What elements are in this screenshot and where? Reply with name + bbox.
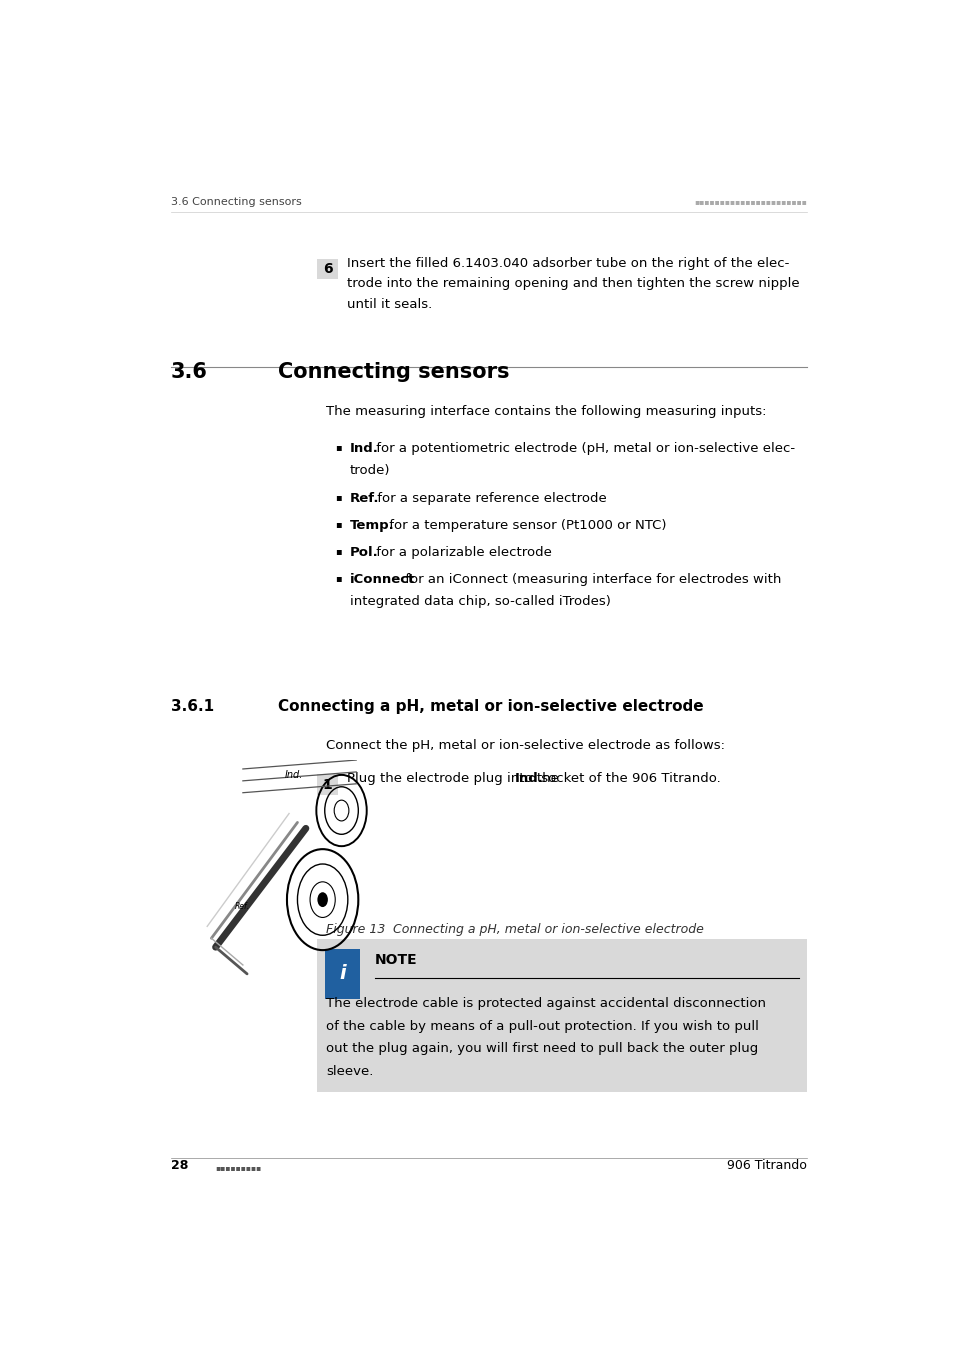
Text: The measuring interface contains the following measuring inputs:: The measuring interface contains the fol… bbox=[326, 405, 766, 418]
Text: Connect the pH, metal or ion-selective electrode as follows:: Connect the pH, metal or ion-selective e… bbox=[326, 738, 724, 752]
Text: ▪▪▪▪▪▪▪▪▪: ▪▪▪▪▪▪▪▪▪ bbox=[215, 1164, 261, 1172]
Text: Ind.: Ind. bbox=[514, 772, 543, 786]
Text: for a separate reference electrode: for a separate reference electrode bbox=[373, 491, 606, 505]
Text: Temp.: Temp. bbox=[350, 518, 395, 532]
Text: ▪: ▪ bbox=[335, 491, 341, 501]
Text: ▪: ▪ bbox=[335, 545, 341, 556]
Text: until it seals.: until it seals. bbox=[347, 298, 432, 311]
Text: Ind.: Ind. bbox=[350, 441, 378, 455]
Text: for a potentiometric electrode (pH, metal or ion-selective elec-: for a potentiometric electrode (pH, meta… bbox=[372, 441, 795, 455]
Text: ▪: ▪ bbox=[335, 572, 341, 583]
Text: NOTE: NOTE bbox=[375, 953, 417, 967]
Text: 906 Titrando: 906 Titrando bbox=[726, 1160, 806, 1172]
Text: for a polarizable electrode: for a polarizable electrode bbox=[372, 545, 552, 559]
FancyBboxPatch shape bbox=[317, 775, 337, 795]
Text: Ref.: Ref. bbox=[234, 902, 249, 910]
Text: Connecting sensors: Connecting sensors bbox=[278, 362, 509, 382]
Text: 3.6.1: 3.6.1 bbox=[171, 699, 213, 714]
FancyBboxPatch shape bbox=[317, 259, 337, 279]
Text: Plug the electrode plug into the: Plug the electrode plug into the bbox=[347, 772, 562, 786]
Text: Pol.: Pol. bbox=[350, 545, 378, 559]
Text: 3.6 Connecting sensors: 3.6 Connecting sensors bbox=[171, 197, 301, 207]
Text: Connecting a pH, metal or ion-selective electrode: Connecting a pH, metal or ion-selective … bbox=[393, 923, 703, 936]
Text: 3.6: 3.6 bbox=[171, 362, 208, 382]
Text: trode): trode) bbox=[350, 464, 390, 478]
Text: Ref.: Ref. bbox=[350, 491, 379, 505]
Text: Figure 13: Figure 13 bbox=[326, 923, 385, 936]
Text: 6: 6 bbox=[323, 262, 333, 275]
Text: 28: 28 bbox=[171, 1160, 188, 1172]
Text: sleeve.: sleeve. bbox=[326, 1065, 374, 1079]
Text: The electrode cable is protected against accidental disconnection: The electrode cable is protected against… bbox=[326, 996, 765, 1010]
Text: for an iConnect (measuring interface for electrodes with: for an iConnect (measuring interface for… bbox=[400, 572, 781, 586]
Text: ▪: ▪ bbox=[335, 441, 341, 452]
Text: for a temperature sensor (Pt1000 or NTC): for a temperature sensor (Pt1000 or NTC) bbox=[384, 518, 665, 532]
Text: ▪: ▪ bbox=[335, 518, 341, 529]
Text: of the cable by means of a pull-out protection. If you wish to pull: of the cable by means of a pull-out prot… bbox=[326, 1019, 759, 1033]
Text: trode into the remaining opening and then tighten the screw nipple: trode into the remaining opening and the… bbox=[347, 277, 799, 290]
Text: integrated data chip, so-called iTrodes): integrated data chip, so-called iTrodes) bbox=[350, 595, 610, 609]
Circle shape bbox=[317, 892, 328, 907]
FancyBboxPatch shape bbox=[317, 938, 806, 1092]
FancyBboxPatch shape bbox=[324, 949, 360, 999]
Text: out the plug again, you will first need to pull back the outer plug: out the plug again, you will first need … bbox=[326, 1042, 758, 1056]
Text: ▪▪▪▪▪▪▪▪▪▪▪▪▪▪▪▪▪▪▪▪▪▪: ▪▪▪▪▪▪▪▪▪▪▪▪▪▪▪▪▪▪▪▪▪▪ bbox=[694, 197, 806, 207]
Text: socket of the 906 Titrando.: socket of the 906 Titrando. bbox=[537, 772, 720, 786]
Text: iConnect: iConnect bbox=[350, 572, 415, 586]
Text: Insert the filled 6.1403.040 adsorber tube on the right of the elec-: Insert the filled 6.1403.040 adsorber tu… bbox=[347, 256, 788, 270]
Text: 1: 1 bbox=[322, 778, 333, 791]
Text: Ind.: Ind. bbox=[285, 769, 303, 780]
Text: Connecting a pH, metal or ion-selective electrode: Connecting a pH, metal or ion-selective … bbox=[278, 699, 703, 714]
Text: i: i bbox=[339, 964, 346, 983]
